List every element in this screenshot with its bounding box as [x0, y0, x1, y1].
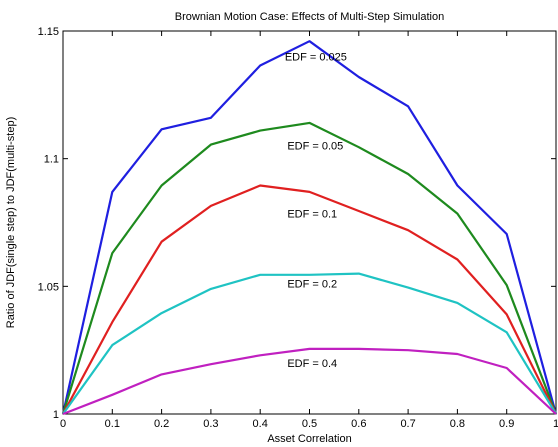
series-annotation-3: EDF = 0.2: [287, 279, 337, 291]
x-tick-label: 0.6: [351, 418, 366, 430]
series-annotation-2: EDF = 0.1: [287, 208, 337, 220]
x-tick-label: 0.3: [203, 418, 218, 430]
x-tick-label: 0.2: [154, 418, 169, 430]
y-tick-label: 1.1: [44, 154, 59, 166]
y-tick-label: 1.15: [38, 26, 59, 38]
y-tick-label: 1.05: [38, 281, 59, 293]
series-annotations: EDF = 0.025 EDF = 0.05 EDF = 0.1 EDF = 0.2 E…: [285, 51, 347, 369]
series-line-3: [62, 272, 557, 415]
x-tick-label: 0: [60, 418, 66, 430]
series-lines: [61, 40, 558, 416]
chart-title: Brownian Motion Case: Effects of Multi-S…: [175, 11, 444, 23]
x-tick-label: 0.1: [105, 418, 120, 430]
x-tick-label: 0.5: [302, 418, 317, 430]
series-line-0: [61, 40, 558, 415]
series-annotation-0: EDF = 0.025: [285, 51, 347, 63]
x-tick-label: 1: [553, 418, 558, 430]
plot-area-frame: [62, 30, 557, 415]
x-tick-label: 0.4: [253, 418, 268, 430]
axis-ticks: 0 0.1 0.2 0.3 0.4 0.5 0.6 0.7 0.8 0.9 1 1 1.05 1.1 1.1…: [38, 26, 558, 430]
series-annotation-1: EDF = 0.05: [287, 141, 343, 153]
x-tick-label: 0.7: [400, 418, 415, 430]
series-line-2: [62, 184, 557, 415]
x-tick-label: 0.8: [450, 418, 465, 430]
y-axis-label: Ratio of JDF(single step) to JDF(multi-s…: [5, 117, 17, 329]
x-tick-label: 0.9: [499, 418, 514, 430]
y-tick-label: 1: [53, 409, 59, 421]
series-line-4: [62, 347, 557, 416]
x-axis-label: Asset Correlation: [267, 433, 351, 445]
series-line-1: [61, 121, 558, 415]
series-annotation-4: EDF = 0.4: [287, 358, 337, 370]
